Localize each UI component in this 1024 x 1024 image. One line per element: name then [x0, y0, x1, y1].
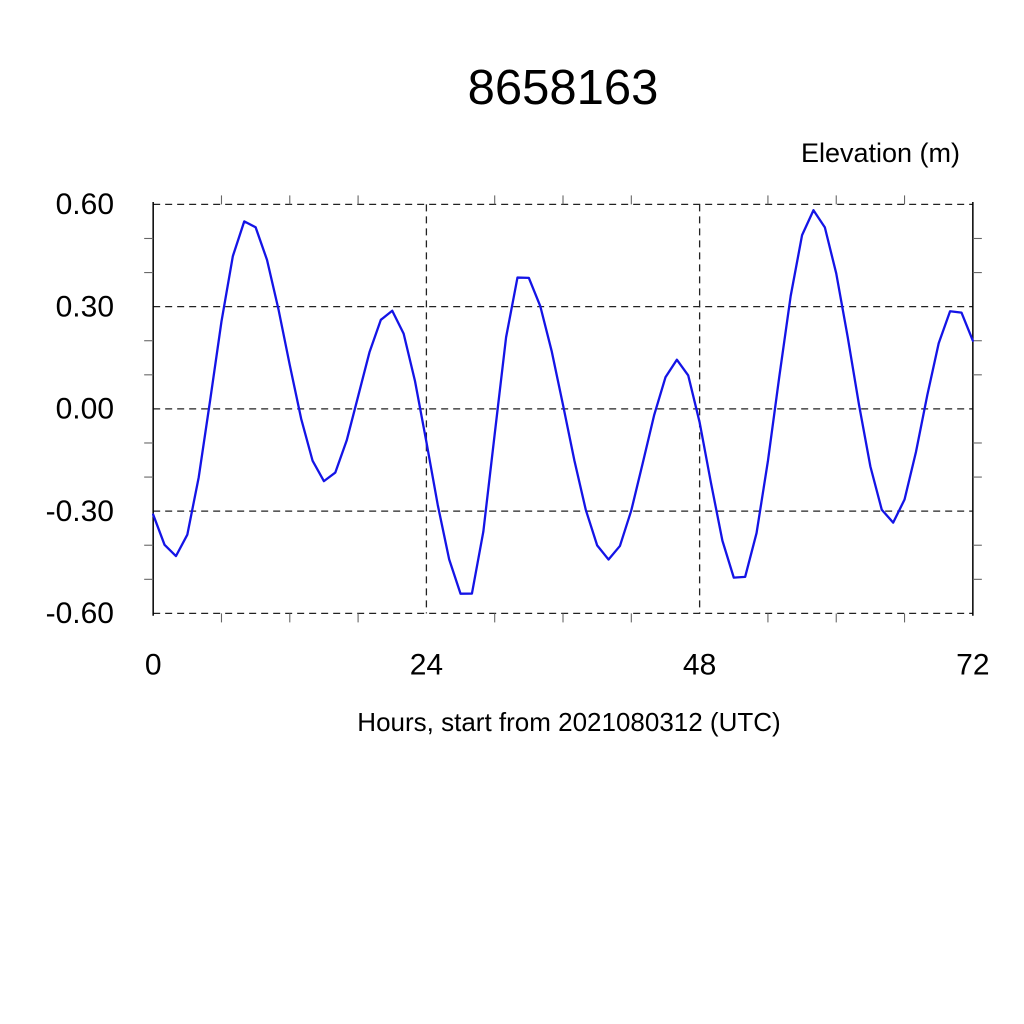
svg-text:0: 0	[145, 649, 162, 682]
svg-text:0.30: 0.30	[56, 290, 114, 323]
svg-text:24: 24	[410, 649, 443, 682]
svg-text:72: 72	[956, 649, 989, 682]
svg-text:48: 48	[683, 649, 716, 682]
svg-text:-0.30: -0.30	[46, 495, 114, 528]
svg-text:-0.60: -0.60	[46, 597, 114, 630]
svg-text:0.00: 0.00	[56, 393, 114, 426]
svg-text:0.60: 0.60	[56, 188, 114, 221]
